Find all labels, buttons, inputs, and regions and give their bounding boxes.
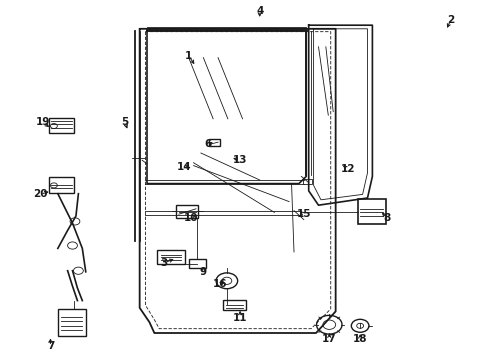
Circle shape — [317, 315, 342, 334]
Text: 9: 9 — [200, 267, 207, 277]
Text: 7: 7 — [47, 341, 54, 351]
Circle shape — [50, 123, 57, 129]
Bar — [189, 259, 206, 268]
Text: 16: 16 — [213, 279, 228, 289]
Text: 18: 18 — [353, 334, 368, 344]
Text: 12: 12 — [341, 164, 355, 174]
Circle shape — [357, 323, 364, 328]
Text: 1: 1 — [185, 51, 192, 61]
Text: 6: 6 — [205, 139, 212, 149]
Circle shape — [216, 273, 238, 289]
Circle shape — [74, 267, 83, 274]
Text: 19: 19 — [36, 117, 50, 127]
Circle shape — [70, 218, 80, 225]
Text: 10: 10 — [184, 213, 198, 223]
Circle shape — [351, 319, 369, 332]
Text: 5: 5 — [122, 117, 128, 127]
Text: 3: 3 — [161, 258, 168, 268]
Bar — [176, 205, 198, 218]
Text: 2: 2 — [447, 15, 454, 25]
Bar — [49, 177, 74, 193]
Bar — [58, 309, 86, 336]
Circle shape — [222, 277, 232, 284]
Bar — [303, 179, 312, 184]
Text: 13: 13 — [233, 155, 247, 165]
Text: 15: 15 — [296, 209, 311, 219]
Circle shape — [323, 320, 336, 329]
Circle shape — [68, 242, 77, 249]
Text: 8: 8 — [384, 213, 391, 223]
Text: 4: 4 — [256, 6, 264, 16]
Text: 20: 20 — [33, 189, 48, 199]
Text: 14: 14 — [176, 162, 191, 172]
Circle shape — [50, 183, 57, 188]
Text: 11: 11 — [233, 312, 247, 323]
Bar — [358, 199, 386, 224]
Bar — [209, 139, 220, 146]
Bar — [223, 300, 246, 310]
Bar — [49, 118, 74, 133]
Bar — [157, 250, 185, 264]
Text: 17: 17 — [322, 334, 337, 344]
